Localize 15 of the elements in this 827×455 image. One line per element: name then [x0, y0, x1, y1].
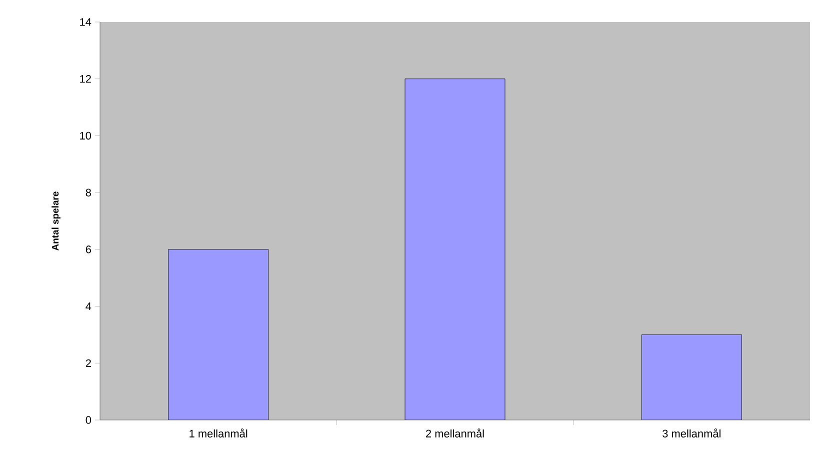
bar — [404, 78, 506, 420]
y-axis-title: Antal spelare — [52, 192, 60, 250]
x-tick-label: 1 mellanmål — [190, 428, 248, 438]
bar — [168, 249, 269, 420]
y-tick-label: 0 — [86, 416, 92, 424]
y-tick-label: 2 — [86, 359, 91, 367]
y-tick-label: 4 — [86, 302, 92, 310]
y-tick-label: 10 — [80, 132, 92, 140]
bar — [641, 334, 742, 420]
y-tick-label: 6 — [86, 246, 91, 254]
x-tick-label: 2 mellanmål — [426, 428, 484, 438]
y-tick-label: 12 — [80, 75, 91, 83]
y-tick-label: 8 — [86, 188, 91, 196]
x-tick-label: 3 mellanmål — [662, 428, 720, 438]
y-tick-label: 14 — [80, 18, 92, 26]
